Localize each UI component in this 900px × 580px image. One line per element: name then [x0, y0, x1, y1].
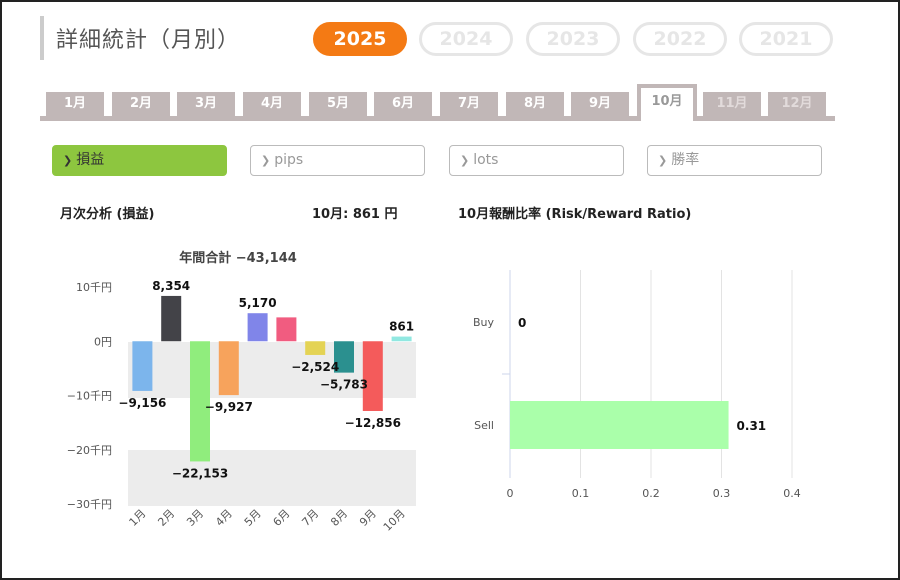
title-accent: [40, 16, 44, 60]
x-tick-label: 5月: [242, 507, 264, 529]
monthly-analysis-heading: 月次分析 (損益): [60, 207, 155, 222]
year-tab-2021[interactable]: 2021: [739, 22, 833, 56]
year-tab-2023[interactable]: 2023: [526, 22, 620, 56]
year-tab-2022[interactable]: 2022: [633, 22, 727, 56]
bar-value-label: −22,153: [172, 466, 228, 480]
chevron-right-icon: ❯: [460, 154, 470, 167]
metric-label-pnl: 損益: [76, 152, 105, 168]
month-tab-3[interactable]: 3月: [177, 92, 235, 116]
x-tick-label: 10月: [381, 507, 408, 534]
metric-button-pips[interactable]: ❯ pips: [250, 145, 425, 176]
month-tab-2[interactable]: 2月: [112, 92, 170, 116]
x-tick-label: 0.3: [713, 487, 731, 500]
month-tab-1[interactable]: 1月: [46, 92, 104, 116]
chevron-right-icon: ❯: [261, 154, 271, 167]
x-tick-label: 6月: [271, 507, 293, 529]
bar-value-label: −12,856: [345, 416, 401, 430]
bar-10[interactable]: [391, 336, 412, 342]
rr-value-label: 0: [518, 316, 526, 330]
risk-reward-chart: Buy Sell 0 0.31 0 0.1 0.2 0.3 0.4: [473, 270, 801, 500]
bar-2[interactable]: [161, 295, 182, 342]
x-tick-label: 7月: [299, 507, 321, 529]
year-tab-2024[interactable]: 2024: [419, 22, 513, 56]
x-tick-label: 8月: [328, 507, 350, 529]
x-tick-label: 4月: [213, 507, 235, 529]
chevron-right-icon: ❯: [658, 154, 668, 167]
bar-5[interactable]: [247, 313, 268, 342]
x-tick-label: 1月: [127, 507, 149, 529]
bar-1[interactable]: [132, 341, 153, 391]
x-tick-label: 3月: [184, 507, 206, 529]
bar-value-label: −5,783: [320, 378, 368, 392]
x-tick-label: 0.1: [572, 487, 590, 500]
metric-label-lots: lots: [473, 152, 499, 168]
month-tab-8[interactable]: 8月: [506, 92, 564, 116]
metric-button-lots[interactable]: ❯ lots: [449, 145, 624, 176]
x-tick-label: 0: [507, 487, 514, 500]
metric-label-pips: pips: [274, 152, 304, 168]
x-tick-label: 0.2: [642, 487, 660, 500]
bar-9[interactable]: [362, 341, 383, 411]
current-month-value: 861 円: [352, 207, 398, 222]
bar-value-label: 8,354: [152, 279, 190, 293]
metric-label-winrate: 勝率: [671, 152, 700, 168]
y-tick-label: −30千円: [67, 498, 112, 511]
y-tick-label: −20千円: [67, 444, 112, 457]
bar-6[interactable]: [276, 317, 297, 342]
current-month-label: 10月:: [312, 207, 349, 222]
month-tab-5[interactable]: 5月: [309, 92, 367, 116]
bar-value-label: −9,927: [205, 400, 253, 414]
month-tab-9[interactable]: 9月: [571, 92, 629, 116]
y-tick-label: 0円: [94, 335, 112, 348]
x-tick-label: 9月: [357, 507, 379, 529]
bar-value-label: −2,524: [291, 360, 339, 374]
metric-button-pnl[interactable]: ❯ 損益: [52, 145, 227, 176]
x-tick-label: 2月: [155, 507, 177, 529]
current-month-summary: 10月: 861 円: [312, 203, 398, 222]
rr-heading: 10月報酬比率 (Risk/Reward Ratio): [458, 207, 692, 222]
bar-value-label: −9,156: [118, 396, 166, 410]
bar-3[interactable]: [190, 341, 210, 462]
chevron-right-icon: ❯: [63, 154, 73, 167]
rr-bar-sell[interactable]: [510, 401, 729, 449]
month-tab-6[interactable]: 6月: [374, 92, 432, 116]
bar-value-label: 5,170: [239, 296, 277, 310]
bar-value-label: 861: [389, 320, 414, 334]
plot-band: [128, 450, 416, 506]
month-tab-10[interactable]: 10月: [637, 84, 697, 121]
rr-value-label: 0.31: [737, 419, 767, 433]
bar-8[interactable]: [334, 341, 354, 373]
category-label: Sell: [474, 419, 494, 432]
category-label: Buy: [473, 316, 495, 329]
x-tick-label: 0.4: [783, 487, 801, 500]
y-tick-label: −10千円: [67, 390, 112, 403]
annual-total-label: 年間合計 −43,144: [179, 250, 297, 266]
monthly-pnl-chart: 年間合計 −43,144 10千円 0円 −10千円 −20千円 −30千円 −9,15…: [67, 250, 416, 534]
month-tab-7[interactable]: 7月: [440, 92, 498, 116]
month-tab-4[interactable]: 4月: [243, 92, 301, 116]
page-title: 詳細統計（月別）: [56, 28, 241, 53]
month-tab-12[interactable]: 12月: [768, 92, 826, 116]
bar-7[interactable]: [305, 341, 326, 355]
metric-button-winrate[interactable]: ❯ 勝率: [647, 145, 822, 176]
y-tick-label: 10千円: [76, 281, 112, 294]
month-tabs-baseline: [40, 116, 835, 121]
year-tab-2025[interactable]: 2025: [313, 22, 407, 56]
month-tab-11[interactable]: 11月: [703, 92, 761, 116]
bar-4[interactable]: [218, 341, 239, 396]
